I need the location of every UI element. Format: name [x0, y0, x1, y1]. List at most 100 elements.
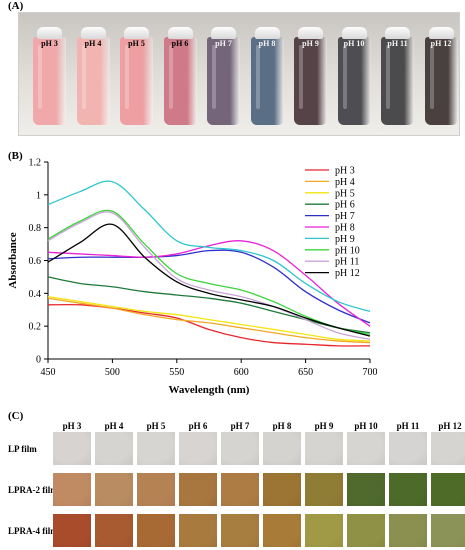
absorbance-chart-svg: 0 0.2 0.4 0.6 0.8 1 1.2 450 500 550 600 650 700 Wavel… — [7, 158, 378, 397]
vial-label: pH 4 — [84, 39, 102, 48]
x-axis-label: Wavelength (nm) — [169, 384, 250, 396]
film-row-label: LP film — [8, 444, 37, 454]
vial-cap — [254, 27, 280, 39]
panel-b-label: (B) — [8, 150, 23, 162]
y-tick-label: 0.8 — [29, 223, 42, 234]
film-swatch — [263, 514, 301, 547]
y-tick-label: 1.2 — [29, 158, 42, 169]
vial-cap — [37, 27, 62, 39]
vial-ph-11 — [381, 27, 414, 125]
film-swatch — [347, 473, 385, 506]
y-tick-label: 0 — [36, 355, 41, 366]
vial-cap — [211, 27, 236, 39]
vial-cap — [167, 27, 193, 39]
y-axis-label: Absorbance — [7, 232, 19, 288]
legend-label: pH 10 — [335, 245, 360, 256]
vials-photo: pH 3 pH 4 pH 5 pH 6 pH 7 pH 8 pH 9 pH 10 pH 11 pH… — [18, 12, 460, 136]
x-tick-label: 500 — [105, 367, 120, 378]
film-swatch — [179, 432, 217, 465]
vial-cap — [80, 27, 106, 39]
film-swatch — [305, 473, 343, 506]
vial-ph-3 — [33, 27, 66, 125]
film-swatch — [389, 432, 427, 465]
vial-label: pH 3 — [41, 39, 58, 48]
vial-ph-6 — [163, 27, 197, 125]
vial-cap — [124, 27, 149, 39]
film-swatch — [263, 473, 301, 506]
y-tick-label: 1 — [36, 190, 41, 201]
series-line-ph-7 — [47, 249, 371, 324]
vial-label: pH 11 — [387, 39, 408, 48]
vial-ph-10 — [337, 27, 371, 125]
series-line-ph-12 — [47, 223, 371, 337]
film-column-header: pH 9 — [314, 421, 334, 431]
panel-a-label: (A) — [8, 0, 24, 12]
legend-label: pH 7 — [335, 211, 355, 222]
vial-label: pH 9 — [302, 39, 319, 48]
film-swatch — [347, 432, 385, 465]
vial-ph-7 — [207, 27, 240, 125]
series-line-ph-11 — [47, 211, 371, 340]
film-swatch — [95, 514, 133, 547]
film-swatch — [53, 473, 91, 506]
vial-shine — [342, 45, 347, 109]
y-tick-label: 0.6 — [29, 256, 42, 267]
vial-shine — [386, 45, 390, 109]
film-swatch — [305, 514, 343, 547]
x-tick-label: 450 — [41, 367, 56, 378]
vial-ph-12 — [424, 27, 458, 125]
film-swatch — [389, 514, 427, 547]
film-swatch — [95, 432, 133, 465]
film-swatch — [389, 473, 427, 506]
film-color-grid: pH 3 pH 4 pH 5 pH 6 pH 7 pH 8 pH 9 pH 10 pH 11 pH… — [0, 410, 465, 550]
film-swatch — [431, 432, 465, 465]
film-column-header: pH 10 — [354, 421, 378, 431]
vial-label: pH 6 — [171, 39, 189, 48]
vial-label: pH 12 — [430, 39, 452, 48]
y-tick-label: 0.2 — [29, 322, 42, 333]
film-swatch — [431, 514, 465, 547]
film-row-label: LPRA-2 film — [8, 485, 58, 495]
film-swatch — [53, 432, 91, 465]
film-column-header: pH 4 — [104, 421, 124, 431]
film-swatch — [179, 514, 217, 547]
legend-label: pH 5 — [335, 188, 355, 199]
film-swatch — [221, 432, 259, 465]
vial-shine — [81, 45, 86, 109]
film-row-label: LPRA-4 film — [8, 526, 58, 536]
legend-label: pH 4 — [335, 177, 355, 188]
vial-cap — [428, 27, 454, 39]
vial-shine — [125, 45, 129, 109]
film-swatch — [137, 473, 175, 506]
film-column-header: pH 12 — [438, 421, 462, 431]
film-column-header: pH 8 — [272, 421, 292, 431]
y-tick-label: 0.4 — [29, 289, 42, 300]
x-tick-label: 650 — [298, 367, 313, 378]
legend-label: pH 6 — [335, 200, 355, 211]
film-swatch — [263, 432, 301, 465]
vial-shine — [168, 45, 173, 109]
film-swatch — [221, 473, 259, 506]
vial-label: pH 8 — [258, 39, 276, 48]
film-swatch — [221, 514, 259, 547]
film-column-header: pH 11 — [396, 421, 420, 431]
legend-label: pH 11 — [335, 257, 359, 268]
vial-shine — [299, 45, 303, 109]
series-line-ph-6 — [47, 276, 371, 334]
film-swatch — [53, 514, 91, 547]
vial-label: pH 7 — [215, 39, 232, 48]
vial-cap — [298, 27, 323, 39]
panel-c-label: (C) — [8, 410, 24, 422]
vial-shine — [212, 45, 216, 109]
legend-label: pH 9 — [335, 234, 355, 245]
x-tick-label: 600 — [234, 367, 249, 378]
series-line-ph-4 — [47, 297, 371, 344]
legend-label: pH 8 — [335, 223, 355, 234]
film-column-header: pH 6 — [188, 421, 208, 431]
vial-shine — [255, 45, 260, 109]
legend-label: pH 3 — [335, 166, 355, 177]
film-column-header: pH 3 — [62, 421, 82, 431]
vial-shine — [38, 45, 42, 109]
film-swatch — [137, 432, 175, 465]
film-swatch — [95, 473, 133, 506]
